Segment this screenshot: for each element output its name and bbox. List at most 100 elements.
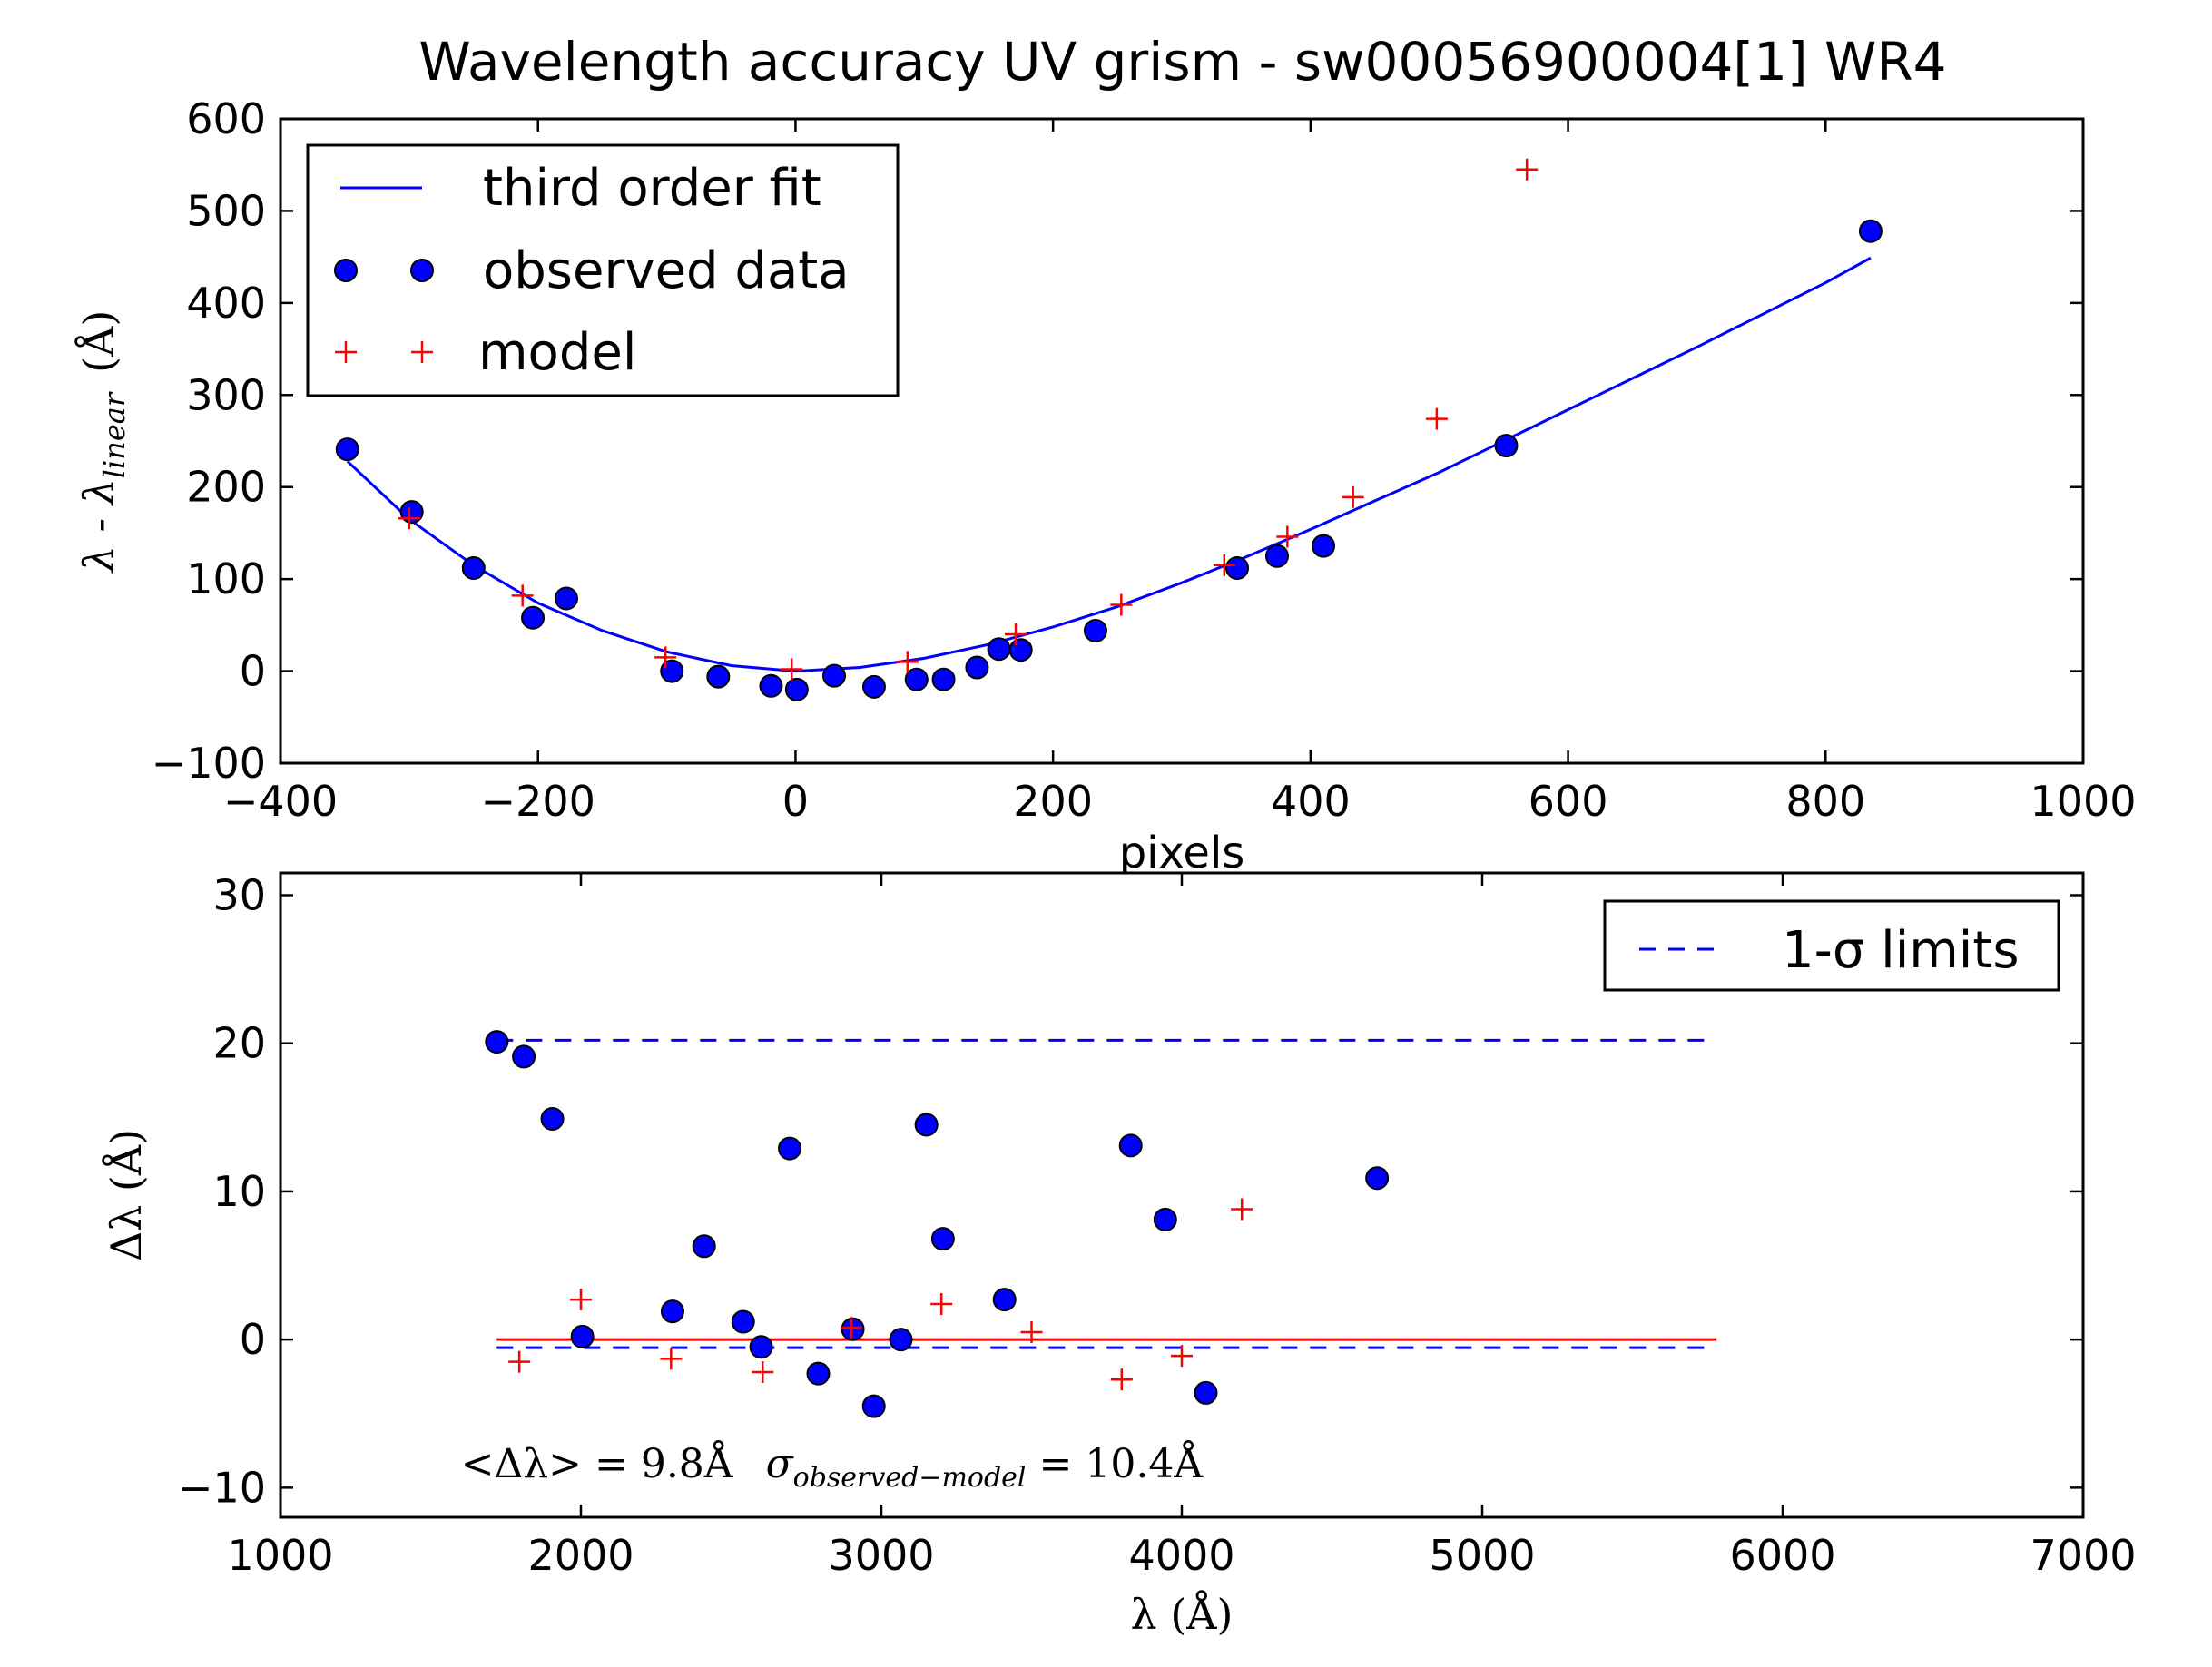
chart-title: Wavelength accuracy UV grism - sw0005690… (418, 31, 1946, 93)
top-model-point (511, 584, 534, 607)
legend-label-fit: third order fit (483, 159, 821, 218)
top-observed-point (706, 664, 731, 689)
bottom-model-point (1020, 1320, 1043, 1343)
bottom-model-point (1171, 1345, 1193, 1368)
top-model-point (1213, 554, 1235, 576)
legend-label-sigma: 1-σ limits (1782, 921, 2020, 980)
top-observed-point (660, 659, 684, 683)
sigma-symbol: σ (766, 1441, 795, 1487)
bottom-y-tick-label: 10 (212, 1167, 266, 1216)
bottom-y-tick-label: 0 (240, 1315, 266, 1364)
bottom-plot-marks (485, 1030, 1717, 1418)
top-y-axis-label: λ - λlinear (Å) (74, 310, 132, 574)
top-y-tick-label: 300 (186, 370, 266, 419)
top-model-point (1425, 407, 1448, 430)
top-x-tick-label: −400 (223, 777, 338, 826)
bottom-x-tick-label: 1000 (227, 1531, 333, 1580)
top-observed-point (861, 674, 886, 699)
bottom-observed-point (485, 1030, 509, 1054)
top-observed-point (335, 437, 359, 462)
top-model-point (1276, 525, 1299, 548)
bottom-observed-point (806, 1361, 831, 1386)
top-x-tick-label: 400 (1271, 777, 1351, 826)
top-x-tick-label: 200 (1013, 777, 1093, 826)
top-observed-point (1264, 544, 1289, 568)
bottom-model-point (930, 1292, 953, 1315)
bottom-observed-point (660, 1299, 684, 1324)
sigma-value-text: = 10.4Å (1027, 1439, 1204, 1487)
bottom-model-point (840, 1317, 862, 1339)
legend-model-marker-2 (411, 341, 433, 363)
top-plot-marks (335, 158, 1883, 701)
top-model-point (1110, 593, 1133, 616)
top-observed-point (904, 667, 929, 691)
top-y-tick-label: 500 (186, 186, 266, 235)
legend-model-marker-1 (335, 341, 357, 363)
bottom-x-tick-label: 3000 (828, 1531, 934, 1580)
bottom-model-point (1231, 1198, 1253, 1221)
bottom-model-point (752, 1361, 774, 1384)
bottom-y-tick-label: 20 (212, 1019, 266, 1068)
bottom-observed-point (570, 1324, 595, 1348)
top-observed-point (931, 667, 956, 691)
top-observed-point (1083, 618, 1107, 642)
top-x-axis-label: pixels (1119, 828, 1245, 878)
top-observed-point (784, 677, 809, 701)
fit-curve (346, 256, 1872, 673)
bottom-observed-point (692, 1234, 716, 1259)
bottom-observed-point (1365, 1166, 1390, 1191)
bottom-observed-point (992, 1288, 1017, 1312)
top-model-point (896, 651, 919, 673)
bottom-observed-point (914, 1113, 939, 1137)
top-model-point (1342, 485, 1364, 508)
top-observed-point (1008, 638, 1033, 662)
bottom-model-point (570, 1289, 592, 1311)
legend-observed-marker-1 (334, 259, 358, 282)
bottom-panel: 1000 2000 3000 4000 5000 6000 7000 −10 0 10 20 30 λ… (101, 870, 2137, 1639)
top-model-point (781, 658, 803, 681)
bottom-model-point (508, 1350, 531, 1373)
bottom-y-axis-label: Δλ (Å) (101, 1129, 151, 1261)
bottom-observed-point (778, 1136, 802, 1161)
bottom-observed-point (841, 1317, 865, 1341)
top-y-axis-label-unit: (Å) (74, 310, 123, 373)
top-x-tick-label: 0 (782, 777, 809, 826)
top-y-axis-label-sub: linear (97, 391, 132, 478)
bottom-observed-point (540, 1106, 565, 1131)
legend-label-model: model (478, 323, 636, 382)
bottom-legend: 1-σ limits (1603, 899, 2060, 992)
top-observed-point (1224, 555, 1249, 580)
sigma-subscript: observed−model (793, 1462, 1027, 1494)
top-y-tick-label: 100 (186, 554, 266, 603)
bottom-observed-point (731, 1309, 755, 1334)
top-y-tick-label: −100 (152, 739, 266, 788)
top-observed-point (821, 663, 846, 688)
top-observed-point (1312, 534, 1336, 558)
bottom-observed-point (1194, 1380, 1218, 1405)
top-model-point (1005, 623, 1027, 645)
top-y-tick-label: 0 (240, 647, 266, 696)
bottom-model-point (1110, 1368, 1133, 1391)
top-observed-point (987, 637, 1011, 662)
top-panel: −400 −200 0 200 400 600 800 1000 −100 0 100 200 300 4… (74, 94, 2137, 878)
top-x-tick-label: −200 (481, 777, 595, 826)
bottom-observed-point (512, 1044, 536, 1069)
bottom-x-axis-label: λ (Å) (1131, 1589, 1234, 1639)
top-observed-point (521, 605, 546, 630)
top-axis-ticks: −400 −200 0 200 400 600 800 1000 −100 0 100 200 300 4… (152, 94, 2137, 826)
top-observed-point (461, 555, 486, 580)
bottom-legend-box (1603, 899, 2060, 992)
bottom-y-tick-label: −10 (178, 1463, 266, 1512)
top-y-tick-label: 200 (186, 463, 266, 512)
bottom-x-tick-label: 4000 (1128, 1531, 1234, 1580)
top-model-point (654, 646, 677, 669)
bottom-y-tick-label: 30 (212, 870, 266, 919)
bottom-observed-point (1118, 1133, 1143, 1158)
bottom-x-tick-label: 5000 (1429, 1531, 1535, 1580)
top-model-point (1516, 158, 1539, 181)
top-observed-point (399, 500, 424, 525)
bottom-x-tick-label: 2000 (527, 1531, 634, 1580)
bottom-observed-point (930, 1227, 955, 1251)
legend-observed-marker-2 (410, 259, 434, 282)
top-x-tick-label: 1000 (2030, 777, 2136, 826)
